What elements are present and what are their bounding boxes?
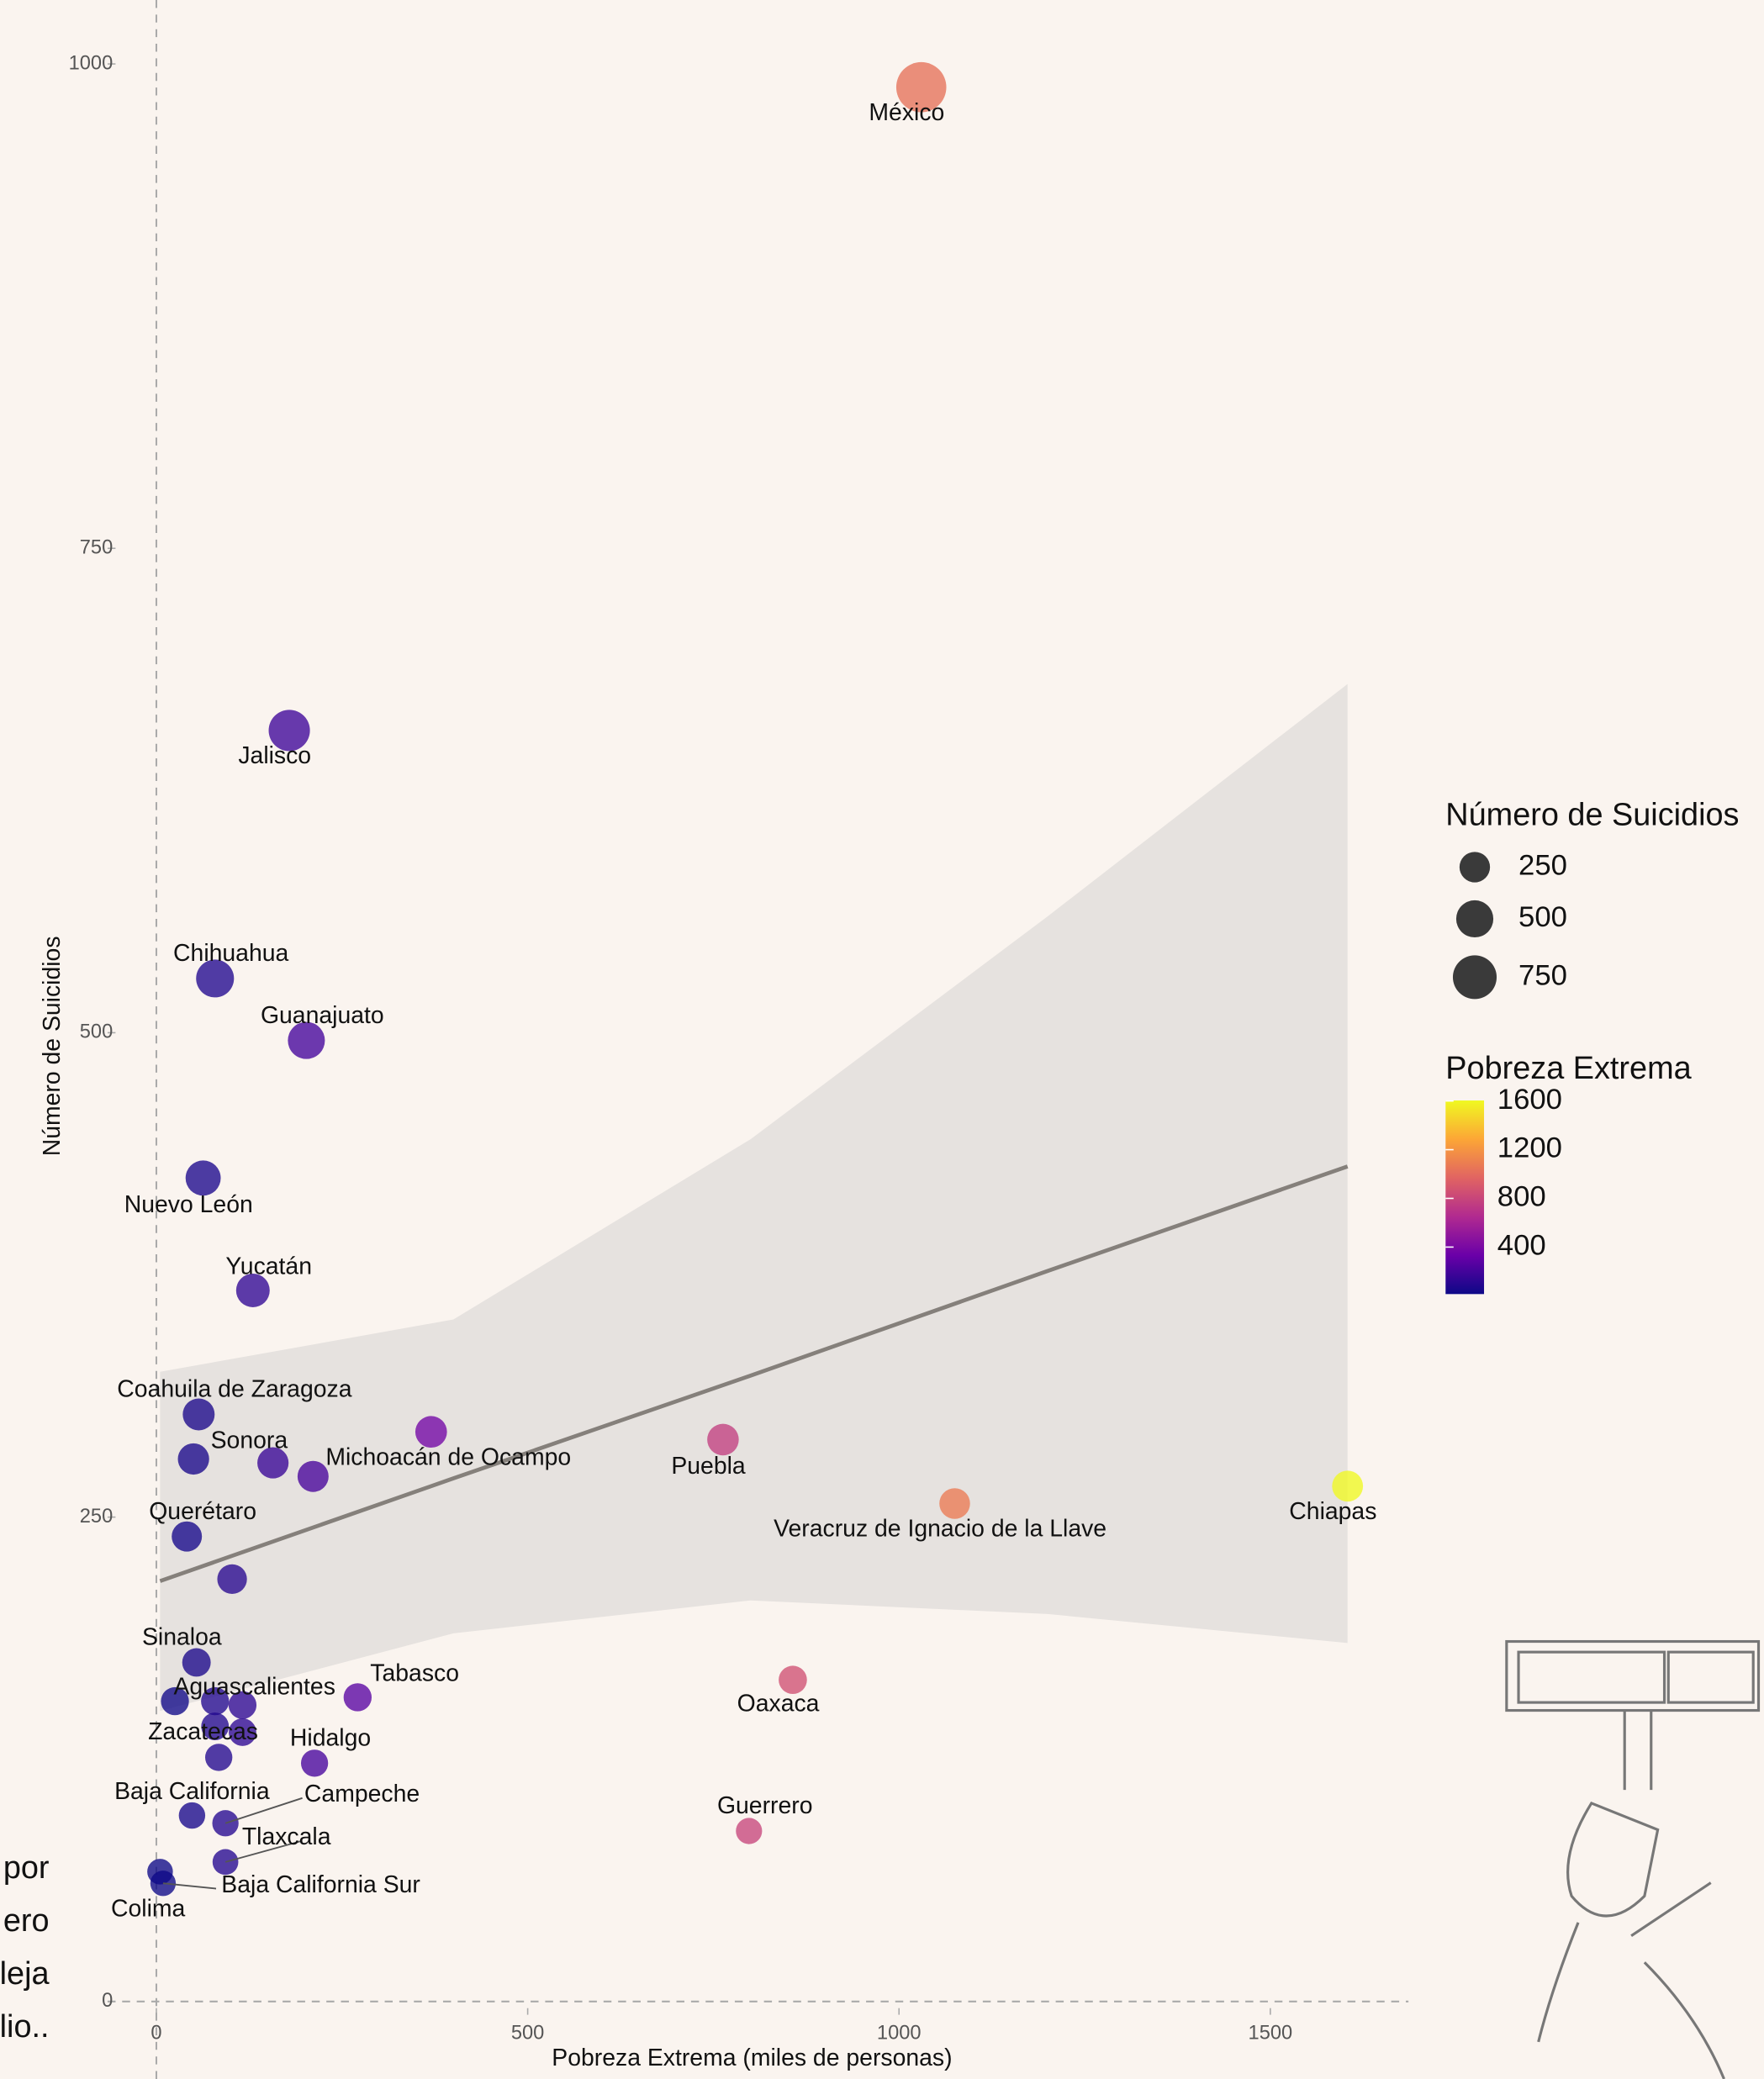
y-tick-label: 250 [80, 1506, 113, 1528]
point-label: Yucatán [225, 1253, 312, 1280]
point-label: Puebla [671, 1453, 746, 1480]
point-label: Hidalgo [290, 1724, 371, 1751]
point-label: Tabasco [370, 1660, 459, 1687]
point-label: Aguascalientes [173, 1673, 335, 1700]
page: {"chart_data": { "type": "scatter", "x_l… [0, 0, 1764, 2079]
point [344, 1683, 372, 1711]
size-legend-key [1453, 955, 1497, 999]
point [939, 1488, 969, 1518]
point-label: Oaxaca [737, 1691, 820, 1718]
point [172, 1522, 202, 1552]
color-legend-title: Pobreza Extrema [1445, 1051, 1692, 1086]
chart: por ero leja lio.. Pobreza Extrema (miles d… [0, 0, 1764, 2079]
point-label: Guanajuato [261, 1002, 384, 1029]
decoration [1507, 1642, 1759, 2079]
x-tick-label: 0 [151, 2023, 161, 2045]
y-tick-label: 750 [80, 536, 113, 558]
side-text-line: leja [0, 1956, 50, 1992]
color-bar [1445, 1100, 1484, 1294]
point [182, 1398, 214, 1430]
point-label: Guerrero [717, 1792, 813, 1819]
point-label: Zacatecas [148, 1718, 258, 1745]
point-label: Campeche [304, 1781, 420, 1807]
point-label: Coahuila de Zaragoza [117, 1376, 351, 1403]
side-text-line: lio.. [0, 2009, 50, 2045]
side-text: por ero leja lio.. [0, 1850, 50, 2045]
size-legend-label: 500 [1518, 901, 1567, 933]
point [736, 1818, 762, 1844]
size-legend-label: 750 [1518, 960, 1567, 992]
color-legend-label: 1200 [1497, 1132, 1562, 1164]
size-legend-label: 250 [1518, 850, 1567, 882]
point-label: Chihuahua [173, 940, 288, 967]
confidence-band [160, 684, 1347, 1712]
point-label: Sonora [211, 1427, 288, 1454]
point-label: Michoacán de Ocampo [325, 1443, 571, 1470]
y-tick-label: 0 [102, 1990, 113, 2012]
x-tick-label: 1500 [1249, 2023, 1293, 2045]
point-label: Chiapas [1289, 1498, 1376, 1525]
x-tick-label: 500 [511, 2023, 544, 2045]
color-legend-label: 400 [1497, 1230, 1546, 1262]
y-axis-label: Número de Suicidios [39, 936, 66, 1156]
color-legend-label: 800 [1497, 1181, 1546, 1213]
point [178, 1443, 209, 1475]
y-tick-label: 1000 [69, 52, 114, 74]
point [179, 1802, 205, 1828]
point [707, 1424, 739, 1456]
point-label: Colima [111, 1896, 186, 1923]
side-text-line: por [3, 1850, 50, 1886]
size-legend-key [1456, 900, 1493, 937]
point-label: Sinaloa [142, 1624, 222, 1651]
point-label: Tlaxcala [242, 1823, 331, 1850]
size-legend-key [1460, 852, 1490, 882]
y-tick-label: 500 [80, 1021, 113, 1043]
point [205, 1744, 232, 1770]
point [151, 1871, 176, 1896]
point-label: Veracruz de Ignacio de la Llave [774, 1516, 1106, 1543]
point-label: Querétaro [149, 1498, 256, 1525]
point [301, 1749, 328, 1776]
point-label: México [869, 99, 944, 126]
point-label: Baja California [114, 1778, 270, 1805]
point [217, 1565, 246, 1594]
x-tick-label: 1000 [877, 2023, 922, 2045]
side-text-line: ero [3, 1903, 50, 1939]
point [298, 1461, 329, 1492]
x-axis-label: Pobreza Extrema (miles de personas) [552, 2045, 952, 2071]
size-legend-title: Número de Suicidios [1445, 798, 1739, 833]
color-legend-label: 1600 [1497, 1084, 1562, 1116]
point-label: Nuevo León [124, 1191, 253, 1218]
point-label: Jalisco [238, 742, 311, 769]
point [1332, 1470, 1363, 1501]
point-label: Baja California Sur [221, 1871, 420, 1898]
